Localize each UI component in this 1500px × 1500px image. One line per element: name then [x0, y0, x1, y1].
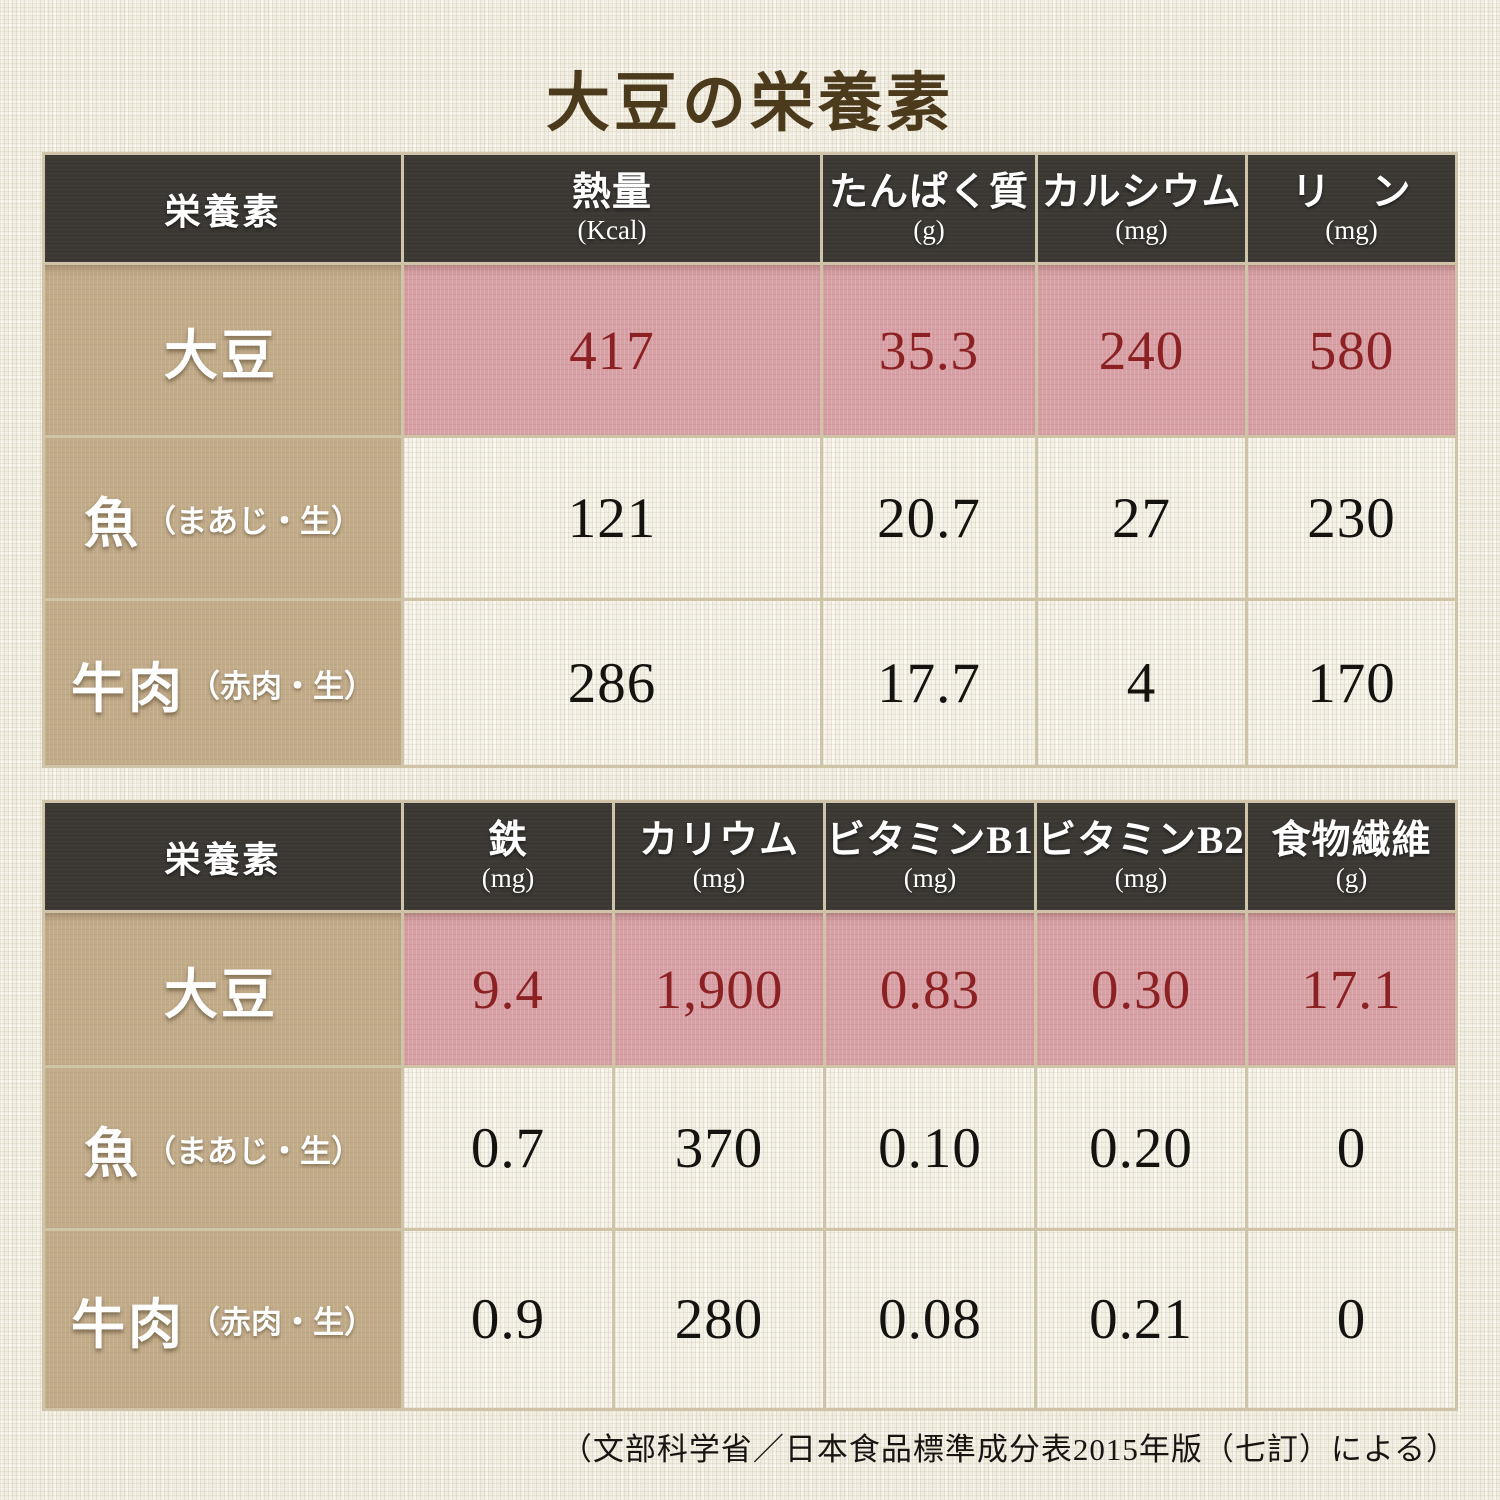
t2-fish-iron: 0.7 [404, 1068, 612, 1228]
t2-beef-vitaminb1: 0.08 [826, 1231, 1034, 1408]
t1-row-soy-label: 大豆 [45, 265, 401, 435]
t1-header-protein: たんぱく質 (g) [823, 155, 1035, 262]
t1-row-fish-label: 魚（まあじ・生） [45, 438, 401, 598]
t1-beef-phosphorus: 170 [1248, 601, 1455, 765]
t2-soy-iron: 9.4 [404, 913, 612, 1065]
t1-header-phosphorus: リ ン (mg) [1248, 155, 1455, 262]
t1-header-calcium: カルシウム (mg) [1038, 155, 1245, 262]
t2-fish-vitaminb1: 0.10 [826, 1068, 1034, 1228]
t1-beef-calcium: 4 [1038, 601, 1245, 765]
t1-fish-protein: 20.7 [823, 438, 1035, 598]
t2-fish-fiber: 0 [1248, 1068, 1455, 1228]
t2-fish-vitaminb2: 0.20 [1037, 1068, 1245, 1228]
t2-header-nutrient: 栄養素 [45, 803, 401, 910]
t1-beef-energy: 286 [404, 601, 820, 765]
t2-header-vitaminb1: ビタミンB1 (mg) [826, 803, 1034, 910]
t1-header-nutrient-label: 栄養素 [164, 191, 282, 232]
source-note: （文部科学省／日本食品標準成分表2015年版（七訂）による） [560, 1432, 1458, 1467]
t2-header-fiber: 食物繊維 (g) [1248, 803, 1455, 910]
t2-header-nutrient-label: 栄養素 [164, 839, 282, 880]
nutrition-table-1: 栄養素 熱量 (Kcal) たんぱく質 (g) カルシウム (mg) リ ン (… [42, 152, 1458, 768]
page-title: 大豆の栄養素 [546, 68, 954, 139]
t2-fish-potassium: 370 [615, 1068, 823, 1228]
t2-header-vitaminb2: ビタミンB2 (mg) [1037, 803, 1245, 910]
t2-soy-fiber: 17.1 [1248, 913, 1455, 1065]
t2-soy-vitaminb2: 0.30 [1037, 913, 1245, 1065]
t2-beef-vitaminb2: 0.21 [1037, 1231, 1245, 1408]
t2-header-potassium: カリウム (mg) [615, 803, 823, 910]
t1-soy-calcium: 240 [1038, 265, 1245, 435]
t2-row-soy-label: 大豆 [45, 913, 401, 1065]
t1-soy-protein: 35.3 [823, 265, 1035, 435]
t1-fish-energy: 121 [404, 438, 820, 598]
t2-beef-fiber: 0 [1248, 1231, 1455, 1408]
t2-beef-potassium: 280 [615, 1231, 823, 1408]
t1-header-nutrient: 栄養素 [45, 155, 401, 262]
t1-soy-energy: 417 [404, 265, 820, 435]
t2-beef-iron: 0.9 [404, 1231, 612, 1408]
t1-row-beef-label: 牛肉 （赤肉・生） [45, 601, 401, 765]
t2-soy-vitaminb1: 0.83 [826, 913, 1034, 1065]
t1-soy-phosphorus: 580 [1248, 265, 1455, 435]
t1-fish-calcium: 27 [1038, 438, 1245, 598]
t2-row-beef-label: 牛肉 （赤肉・生） [45, 1231, 401, 1408]
t2-header-iron: 鉄 (mg) [404, 803, 612, 910]
t2-row-fish-label: 魚（まあじ・生） [45, 1068, 401, 1228]
t2-soy-potassium: 1,900 [615, 913, 823, 1065]
t1-fish-phosphorus: 230 [1248, 438, 1455, 598]
t1-beef-protein: 17.7 [823, 601, 1035, 765]
nutrition-table-2: 栄養素 鉄 (mg) カリウム (mg) ビタミンB1 (mg) ビタミンB2 … [42, 800, 1458, 1411]
t1-header-energy: 熱量 (Kcal) [404, 155, 820, 262]
